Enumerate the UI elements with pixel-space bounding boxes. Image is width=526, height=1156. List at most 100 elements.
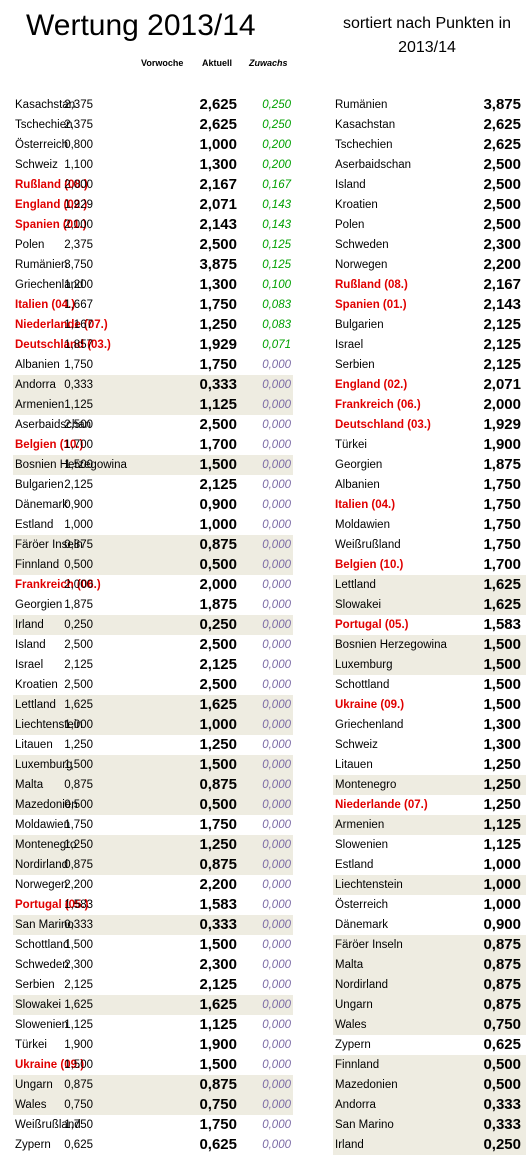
header-vorwoche: Vorwoche <box>141 58 184 68</box>
country-name: Tschechien <box>15 119 73 131</box>
aktuell-value: 1,500 <box>483 696 521 713</box>
country-name: Rußland (08.) <box>15 179 88 191</box>
vorwoche-value: 0,875 <box>64 779 93 791</box>
aktuell-value: 2,200 <box>199 876 237 893</box>
aktuell-value: 1,929 <box>199 336 237 353</box>
aktuell-value: 2,500 <box>199 416 237 433</box>
table-row: Slowenien 1,125 1,125 0,000 <box>13 1015 293 1035</box>
country-name: Mazedonien <box>335 1079 398 1091</box>
zuwachs-value: 0,167 <box>262 179 291 191</box>
country-name: Dänemark <box>335 919 389 931</box>
vorwoche-value: 1,200 <box>64 279 93 291</box>
zuwachs-value: 0,000 <box>262 459 291 471</box>
aktuell-value: 1,900 <box>199 1036 237 1053</box>
country-name: Israel <box>15 659 44 671</box>
country-name: Slowenien <box>335 839 389 851</box>
table-row: Zypern 0,625 0,625 0,000 <box>13 1135 293 1155</box>
country-name: Niederlande (07.) <box>15 319 108 331</box>
zuwachs-value: 0,000 <box>262 639 291 651</box>
aktuell-value: 0,333 <box>483 1096 521 1113</box>
table-row: Zypern 0,625 <box>333 1035 526 1055</box>
country-name: Armenien <box>15 399 65 411</box>
zuwachs-value: 0,000 <box>262 479 291 491</box>
aktuell-value: 1,750 <box>483 496 521 513</box>
country-name: Italien (04.) <box>15 299 76 311</box>
table-row: Spanien (01.) 2,143 <box>333 295 526 315</box>
country-name: Malta <box>15 779 44 791</box>
table-row: Rußland (08.) 2,000 2,167 0,167 <box>13 175 293 195</box>
header-zuwachs: Zuwachs <box>249 58 288 68</box>
vorwoche-value: 2,300 <box>64 959 93 971</box>
table-row: Ungarn 0,875 0,875 0,000 <box>13 1075 293 1095</box>
table-row: Malta 0,875 <box>333 955 526 975</box>
table-row: Nordirland 0,875 <box>333 975 526 995</box>
aktuell-value: 1,625 <box>483 576 521 593</box>
country-name: Luxemburg <box>335 659 393 671</box>
table-row: Bulgarien 2,125 <box>333 315 526 335</box>
table-row: Dänemark 0,900 <box>333 915 526 935</box>
aktuell-value: 2,143 <box>483 296 521 313</box>
table-row: Niederlande (07.) 1,250 <box>333 795 526 815</box>
aktuell-value: 1,750 <box>483 476 521 493</box>
table-row: Belgien (10.) 1,700 1,700 0,000 <box>13 435 293 455</box>
vorwoche-value: 1,125 <box>64 1019 93 1031</box>
table-row: Andorra 0,333 <box>333 1095 526 1115</box>
zuwachs-value: 0,250 <box>262 99 291 111</box>
vorwoche-value: 1,750 <box>64 359 93 371</box>
table-row: Finnland 0,500 <box>333 1055 526 1075</box>
country-name: Frankreich (06.) <box>335 399 421 411</box>
aktuell-value: 1,250 <box>199 316 237 333</box>
country-name: Slowakei <box>335 599 382 611</box>
table-row: Türkei 1,900 1,900 0,000 <box>13 1035 293 1055</box>
table-row: Türkei 1,900 <box>333 435 526 455</box>
country-name: Kasachstan <box>335 119 396 131</box>
vorwoche-value: 2,375 <box>64 99 93 111</box>
table-row: Montenegro 1,250 <box>333 775 526 795</box>
aktuell-value: 1,000 <box>483 856 521 873</box>
country-name: Kroatien <box>335 199 378 211</box>
country-name: Montenegro <box>15 839 77 851</box>
aktuell-value: 0,875 <box>199 1076 237 1093</box>
table-row: Schweiz 1,300 <box>333 735 526 755</box>
country-name: Zypern <box>15 1139 51 1151</box>
page-title: Wertung 2013/14 <box>26 9 256 42</box>
country-name: Färöer Inseln <box>335 939 403 951</box>
country-name: Nordirland <box>335 979 389 991</box>
aktuell-value: 0,900 <box>483 916 521 933</box>
vorwoche-value: 1,875 <box>64 599 93 611</box>
aktuell-value: 2,125 <box>199 476 237 493</box>
zuwachs-value: 0,000 <box>262 779 291 791</box>
aktuell-value: 2,071 <box>483 376 521 393</box>
vorwoche-value: 2,125 <box>64 979 93 991</box>
table-row: Italien (04.) 1,750 <box>333 495 526 515</box>
table-row: Polen 2,375 2,500 0,125 <box>13 235 293 255</box>
table-row: Andorra 0,333 0,333 0,000 <box>13 375 293 395</box>
country-name: Schweden <box>335 239 389 251</box>
country-name: Polen <box>335 219 365 231</box>
aktuell-value: 1,875 <box>199 596 237 613</box>
aktuell-value: 0,625 <box>483 1036 521 1053</box>
country-name: Slowakei <box>15 999 62 1011</box>
aktuell-value: 1,250 <box>483 776 521 793</box>
table-row: Kasachstan 2,625 <box>333 115 526 135</box>
aktuell-value: 0,333 <box>483 1116 521 1133</box>
country-name: Niederlande (07.) <box>335 799 428 811</box>
aktuell-value: 1,500 <box>483 656 521 673</box>
table-row: Schottland 1,500 1,500 0,000 <box>13 935 293 955</box>
vorwoche-value: 2,500 <box>64 639 93 651</box>
vorwoche-value: 1,900 <box>64 1039 93 1051</box>
zuwachs-value: 0,083 <box>262 319 291 331</box>
country-name: Albanien <box>335 479 380 491</box>
country-name: Schweiz <box>15 159 58 171</box>
country-name: Finnland <box>335 1059 380 1071</box>
country-name: Bulgarien <box>15 479 64 491</box>
vorwoche-value: 2,500 <box>64 419 93 431</box>
country-name: England (02.) <box>15 199 88 211</box>
zuwachs-value: 0,000 <box>262 699 291 711</box>
aktuell-value: 2,125 <box>483 356 521 373</box>
vorwoche-value: 1,000 <box>64 519 93 531</box>
country-name: Weißrußland <box>335 539 401 551</box>
table-row: Polen 2,500 <box>333 215 526 235</box>
country-name: Israel <box>335 339 364 351</box>
right-sorted-table: Rumänien 3,875 Kasachstan 2,625 Tschechien 2,… <box>333 95 526 1155</box>
